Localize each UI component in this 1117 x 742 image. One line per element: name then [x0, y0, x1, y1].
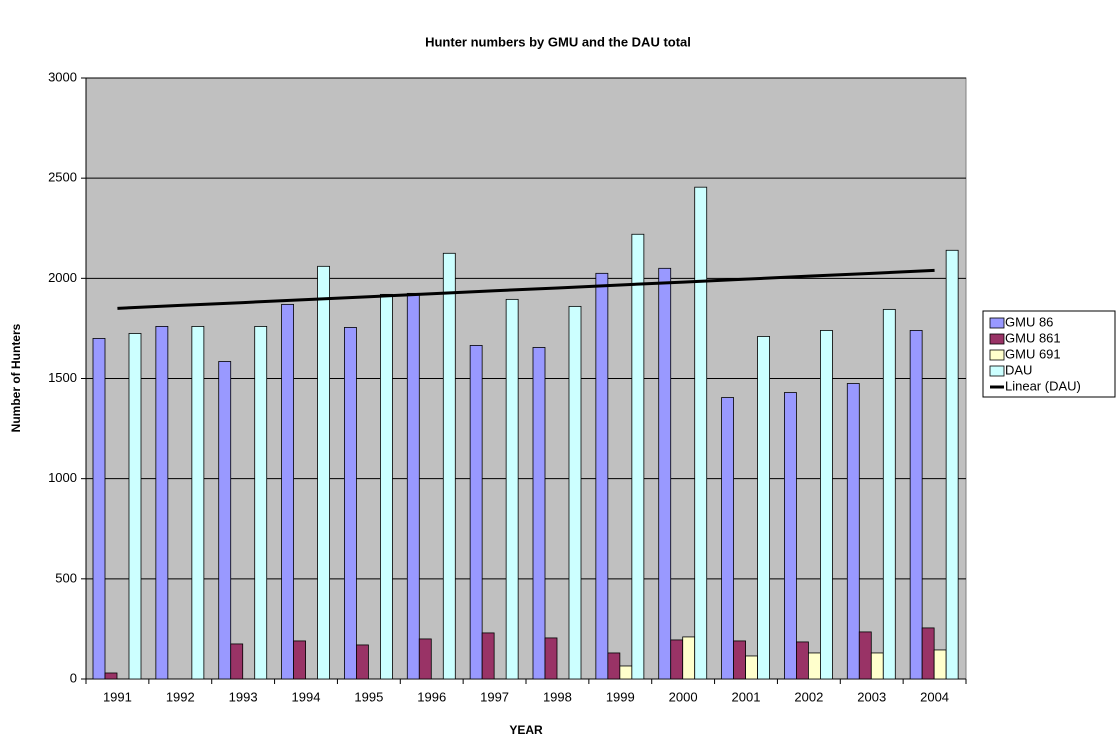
bar: [442, 252, 456, 680]
bar: [921, 627, 935, 680]
y-axis-label: Number of Hunters: [9, 323, 23, 432]
bar: [230, 643, 244, 680]
x-tick-label: 1993: [229, 689, 258, 704]
bar: [858, 631, 872, 680]
bar: [619, 665, 633, 680]
bar: [820, 330, 833, 680]
bar: [757, 336, 770, 680]
legend-box: [982, 310, 1116, 398]
bar: [155, 326, 169, 680]
y-tick-label: 1000: [48, 470, 77, 485]
bar: [281, 303, 294, 680]
x-tick-label: 2000: [669, 689, 698, 704]
x-tick-label: 1991: [103, 689, 132, 704]
legend-label: Linear (DAU): [1005, 378, 1081, 393]
x-tick-label: 1994: [292, 689, 321, 704]
bar: [505, 298, 519, 680]
bar: [532, 347, 546, 680]
bar: [945, 249, 959, 680]
x-tick-label: 2004: [920, 689, 949, 704]
bar: [870, 652, 884, 680]
bar: [293, 640, 306, 680]
bar: [406, 292, 420, 680]
y-tick-label: 1500: [48, 370, 77, 385]
chart-title: Hunter numbers by GMU and the DAU total: [425, 34, 691, 49]
bar: [191, 326, 205, 680]
bar: [218, 361, 232, 680]
bar: [670, 639, 684, 680]
legend-label: GMU 861: [1005, 330, 1061, 345]
bar: [682, 636, 696, 680]
bar: [568, 305, 582, 680]
trend-line: [117, 268, 935, 310]
x-tick-label: 2002: [794, 689, 823, 704]
bar: [607, 652, 621, 680]
bar: [882, 308, 896, 680]
x-tick-label: 1999: [606, 689, 635, 704]
bar: [658, 267, 672, 680]
x-tick-label: 2003: [857, 689, 886, 704]
legend-label: DAU: [1005, 362, 1032, 377]
legend-label: GMU 691: [1005, 346, 1061, 361]
bar: [784, 392, 797, 680]
x-axis-label: YEAR: [509, 723, 543, 737]
bar: [544, 637, 558, 680]
bar: [909, 330, 923, 680]
x-tick-label: 1996: [417, 689, 446, 704]
bar: [104, 672, 118, 680]
bar: [92, 338, 106, 680]
bar: [933, 649, 947, 680]
legend-swatch: [989, 333, 1005, 345]
bar: [128, 333, 142, 680]
y-tick-label: 3000: [48, 69, 77, 84]
bar: [745, 655, 758, 680]
x-tick-label: 2001: [732, 689, 761, 704]
bar: [317, 265, 330, 680]
bar: [694, 186, 708, 680]
bar: [733, 640, 746, 680]
y-tick-label: 2500: [48, 170, 77, 185]
bar: [631, 233, 645, 680]
bar: [481, 632, 495, 680]
bar: [595, 272, 609, 680]
y-tick-label: 2000: [48, 270, 77, 285]
x-tick-label: 1998: [543, 689, 572, 704]
bar: [254, 326, 268, 680]
bar: [808, 652, 821, 680]
legend-swatch: [989, 365, 1005, 377]
legend-swatch: [989, 349, 1005, 361]
legend-label: GMU 86: [1005, 314, 1053, 329]
bar: [356, 644, 369, 680]
bar: [721, 397, 734, 680]
bar: [380, 293, 393, 680]
bar: [469, 345, 483, 680]
bar: [344, 327, 357, 680]
y-tick-label: 0: [70, 670, 77, 685]
bar: [418, 638, 432, 680]
bar: [796, 641, 809, 680]
bar: [846, 383, 860, 680]
y-tick-label: 500: [55, 570, 77, 585]
x-tick-label: 1995: [354, 689, 383, 704]
legend-swatch: [989, 317, 1005, 329]
x-tick-label: 1992: [166, 689, 195, 704]
x-tick-label: 1997: [480, 689, 509, 704]
